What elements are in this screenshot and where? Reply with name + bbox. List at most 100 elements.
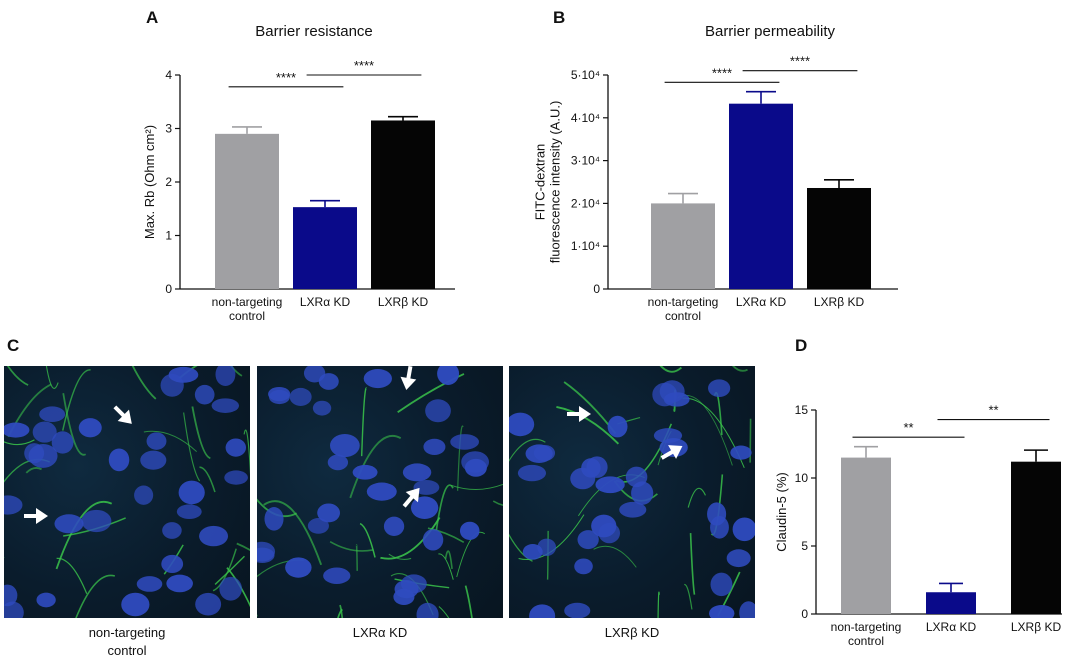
micrograph-lxrb-image — [509, 366, 755, 618]
chart-d-y-tick-label: 10 — [795, 471, 809, 485]
cell-nucleus — [730, 446, 751, 460]
chart-d-category-label: LXRβ KD — [1011, 620, 1062, 634]
cell-nucleus — [518, 465, 546, 481]
cell-nucleus — [161, 374, 184, 397]
cell-nucleus — [39, 406, 65, 422]
cell-nucleus — [79, 418, 102, 437]
cell-nucleus — [162, 522, 182, 539]
cell-nucleus — [711, 573, 733, 597]
cell-nucleus — [195, 385, 215, 405]
cell-nucleus — [4, 495, 22, 514]
cell-nucleus — [564, 603, 590, 618]
cell-nucleus — [529, 604, 555, 618]
cell-nucleus — [54, 514, 83, 533]
chart-b-bar — [807, 188, 871, 289]
membrane-staining — [436, 485, 453, 530]
cell-nucleus — [219, 577, 242, 601]
cell-nucleus — [437, 366, 459, 385]
cell-nucleus — [660, 380, 685, 402]
cell-nucleus — [578, 530, 599, 549]
cell-nucleus — [199, 526, 228, 546]
cell-nucleus — [461, 451, 489, 473]
micrograph-caption-lxrb: LXRβ KD — [509, 624, 755, 642]
membrane-staining — [356, 545, 357, 571]
chart-b-y-tick-label: 4·10⁴ — [571, 111, 600, 125]
cell-nucleus — [121, 593, 149, 616]
membrane-staining — [451, 483, 503, 489]
arrow-icon — [24, 508, 48, 524]
cell-nucleus — [534, 445, 555, 461]
membrane-staining — [658, 592, 659, 618]
chart-a-y-tick-label: 1 — [165, 229, 172, 243]
cell-nucleus — [212, 398, 239, 413]
cell-nucleus — [24, 443, 44, 463]
arrow-icon — [398, 366, 418, 391]
arrow-icon — [109, 401, 137, 429]
chart-b-y-tick-label: 5·10⁴ — [571, 68, 600, 82]
membrane-staining — [594, 546, 637, 567]
membrane-staining — [691, 533, 695, 595]
chart-b-barrier-permeability: Barrier permeability01·10⁴2·10⁴3·10⁴4·10… — [530, 10, 930, 340]
membrane-staining — [362, 388, 367, 456]
chart-a-significance-label: **** — [354, 58, 374, 73]
cell-nucleus — [395, 580, 419, 598]
cell-nucleus — [323, 568, 350, 584]
micrograph-control — [4, 366, 250, 618]
cell-nucleus — [727, 549, 751, 567]
membrane-staining — [330, 542, 373, 551]
cell-nucleus — [733, 517, 755, 541]
membrane-staining — [684, 585, 692, 610]
cell-nucleus — [140, 451, 166, 470]
chart-b-y-tick-label: 1·10⁴ — [571, 239, 600, 253]
membrane-staining — [715, 366, 748, 371]
micrograph-lxrb-kd — [509, 366, 755, 618]
chart-a-category-label: LXRβ KD — [378, 295, 429, 309]
cell-nucleus — [353, 465, 378, 480]
membrane-staining — [121, 366, 156, 399]
cell-nucleus — [364, 369, 392, 388]
chart-a-bar — [371, 120, 435, 289]
chart-a-bar — [215, 134, 279, 289]
cell-nucleus — [226, 438, 246, 456]
membrane-staining — [26, 468, 41, 473]
membrane-staining — [329, 609, 343, 618]
chart-a-y-label: Max. Rb (Ohm cm²) — [142, 125, 157, 239]
cell-nucleus — [134, 486, 153, 505]
membrane-staining — [46, 366, 58, 388]
chart-d-significance-label: ** — [988, 403, 998, 418]
chart-d-y-tick-label: 5 — [801, 539, 808, 553]
cell-nucleus — [450, 434, 479, 450]
cell-nucleus — [147, 432, 167, 450]
chart-d-y-tick-label: 0 — [801, 607, 808, 621]
chart-b-bar — [651, 203, 715, 289]
cell-nucleus — [195, 593, 221, 616]
cell-nucleus — [384, 517, 404, 536]
chart-d-y-label: Claudin-5 (%) — [774, 472, 789, 551]
cell-nucleus — [109, 448, 130, 471]
chart-a-category-label: LXRα KD — [300, 295, 351, 309]
cell-nucleus — [619, 502, 646, 518]
cell-nucleus — [709, 605, 734, 618]
membrane-staining — [439, 607, 457, 618]
cell-nucleus — [739, 601, 755, 618]
cell-nucleus — [708, 379, 730, 397]
cell-nucleus — [523, 544, 543, 560]
membrane-staining — [360, 524, 375, 558]
micrograph-caption-lxra: LXRα KD — [257, 624, 503, 642]
cell-nucleus — [313, 401, 331, 416]
cell-nucleus — [290, 388, 312, 406]
membrane-staining — [4, 366, 28, 385]
chart-b-y-tick-label: 3·10⁴ — [571, 154, 600, 168]
cell-nucleus — [707, 502, 726, 525]
chart-d-bar — [1011, 462, 1061, 614]
cell-nucleus — [161, 555, 183, 573]
membrane-staining — [244, 430, 250, 477]
cell-nucleus — [264, 507, 283, 531]
cell-nucleus — [137, 576, 163, 592]
chart-d-bar — [926, 592, 976, 614]
chart-d-bar — [841, 458, 891, 614]
